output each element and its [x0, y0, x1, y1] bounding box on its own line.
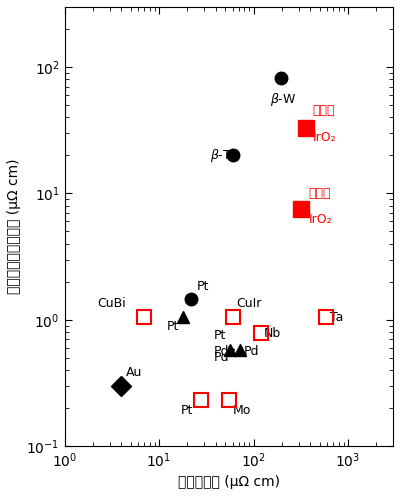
Text: Pt: Pt: [181, 404, 193, 417]
Text: CuBi: CuBi: [97, 297, 126, 310]
Text: Mo: Mo: [232, 404, 251, 417]
Text: $\beta$-Ta: $\beta$-Ta: [210, 147, 239, 164]
Text: Pd: Pd: [214, 351, 229, 364]
Text: Au: Au: [126, 367, 143, 379]
Text: Pt: Pt: [166, 320, 179, 333]
Text: Ta: Ta: [330, 310, 344, 323]
Text: 非晶質: 非晶質: [312, 105, 335, 118]
Text: Pt: Pt: [197, 280, 209, 293]
Text: Pd: Pd: [214, 345, 229, 358]
Text: 多結晶: 多結晶: [308, 187, 331, 200]
Text: Pt: Pt: [214, 329, 226, 342]
Y-axis label: スピンホール抗抗率 (μΩ cm): スピンホール抗抗率 (μΩ cm): [7, 159, 21, 294]
Text: IrO₂: IrO₂: [312, 130, 336, 143]
Text: CuIr: CuIr: [236, 297, 261, 310]
Text: Pd: Pd: [243, 345, 259, 358]
Text: Nb: Nb: [264, 327, 281, 340]
Text: $\beta$-W: $\beta$-W: [270, 91, 296, 109]
X-axis label: 電気抗抗率 (μΩ cm): 電気抗抗率 (μΩ cm): [178, 475, 280, 489]
Text: IrO₂: IrO₂: [308, 213, 332, 226]
